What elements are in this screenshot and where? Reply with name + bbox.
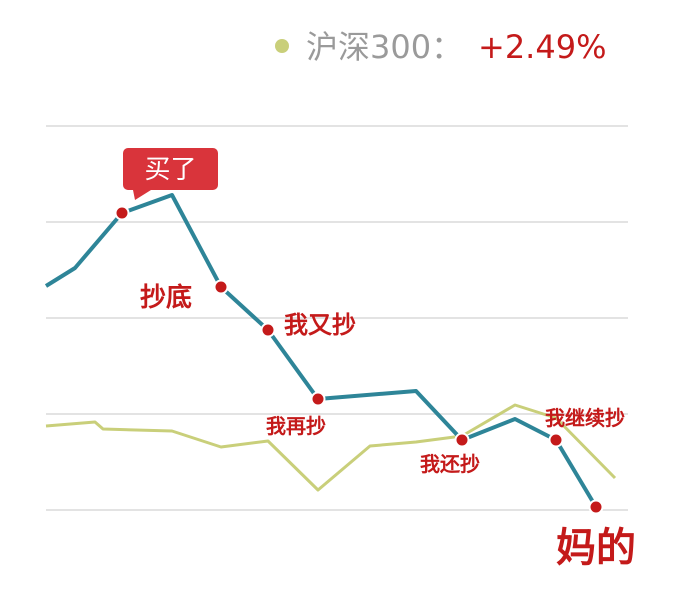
- annotation-callout-box: [123, 148, 218, 190]
- chart-gridlines: [46, 125, 628, 511]
- annotation-point-2: [260, 322, 276, 338]
- annotation-point-1: [213, 279, 229, 295]
- series-stock-line: [44, 193, 598, 509]
- legend-label: 沪深300：: [306, 28, 463, 66]
- annotation-label-1: 抄底: [140, 282, 192, 313]
- series-index-line: [45, 403, 617, 492]
- annotation-label-6: 妈的: [556, 525, 636, 571]
- annotation-points: [114, 205, 604, 515]
- annotation-point-0: [114, 205, 130, 221]
- series-index-line-group: [45, 403, 617, 492]
- annotation-label-2: 我又抄: [284, 311, 356, 339]
- annotation-point-4: [454, 432, 470, 448]
- annotation-label-5: 我继续抄: [545, 406, 625, 430]
- annotation-point-3: [310, 391, 326, 407]
- annotation-label-3: 我再抄: [266, 414, 326, 438]
- annotation-point-5: [548, 432, 564, 448]
- annotation-point-6: [588, 499, 604, 515]
- legend-marker: [275, 39, 289, 53]
- annotation-label-0: 买了: [144, 155, 196, 185]
- annotation-callout-tail: [133, 190, 151, 200]
- series-stock-line-group: [44, 193, 598, 509]
- annotation-label-4: 我还抄: [420, 452, 480, 476]
- legend-value: +2.49%: [478, 28, 606, 66]
